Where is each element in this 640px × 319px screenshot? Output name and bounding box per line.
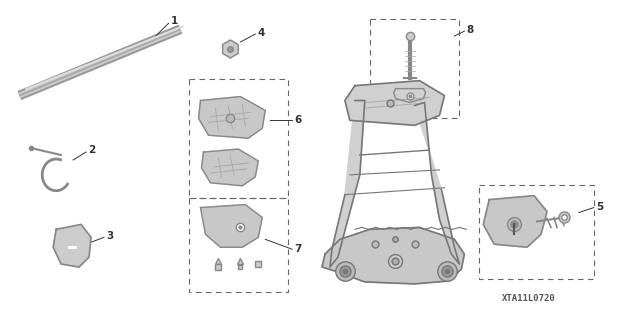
Polygon shape [483, 196, 547, 247]
Text: 2: 2 [88, 145, 95, 155]
Polygon shape [53, 225, 91, 267]
Text: 8: 8 [467, 25, 474, 35]
Polygon shape [200, 204, 262, 247]
Polygon shape [322, 227, 465, 284]
Polygon shape [198, 97, 265, 138]
Bar [189, 79, 288, 198]
Text: 5: 5 [596, 202, 603, 211]
Polygon shape [394, 89, 426, 102]
Text: 3: 3 [106, 231, 113, 241]
Polygon shape [223, 40, 238, 58]
Bar [189, 198, 288, 292]
Text: 4: 4 [257, 28, 265, 38]
Polygon shape [202, 149, 259, 186]
Bar [370, 19, 460, 118]
Text: 6: 6 [294, 115, 301, 125]
Polygon shape [415, 102, 460, 264]
Text: 7: 7 [294, 244, 301, 254]
Bar [479, 185, 594, 279]
Polygon shape [330, 100, 365, 267]
Polygon shape [345, 81, 444, 125]
Text: XTA11L0720: XTA11L0720 [502, 294, 556, 303]
Text: 1: 1 [171, 16, 178, 26]
